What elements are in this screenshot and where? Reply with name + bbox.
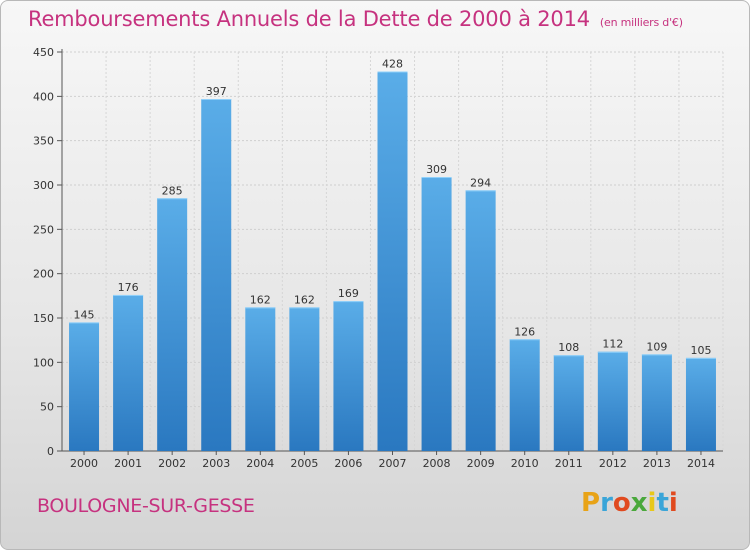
bar-2012 [597,351,628,451]
y-tick-label: 350 [33,135,54,148]
grid-lines [61,51,724,452]
value-label: 176 [118,281,139,294]
x-tick-label: 2006 [334,457,362,470]
chart-unit: (en milliers d'€) [599,16,683,29]
y-tick-label: 100 [33,356,54,369]
x-tick-label: 2010 [511,457,539,470]
value-label: 105 [690,344,711,357]
bar-2001 [113,294,144,451]
value-label: 112 [602,338,623,351]
x-tick-label: 2011 [555,457,583,470]
x-tick-label: 2004 [246,457,274,470]
logo-letter: i [647,488,657,518]
bar-2008 [421,177,452,451]
value-label: 285 [162,184,183,197]
value-label: 109 [646,340,667,353]
value-label: 162 [294,293,315,306]
x-tick-label: 2007 [379,457,407,470]
chart-title: Remboursements Annuels de la Dette de 20… [28,7,683,31]
bar-2000 [69,322,100,451]
y-tick-label: 0 [47,445,54,458]
bar-2005 [289,307,320,451]
bar-2007 [377,71,408,452]
y-tick-label: 450 [33,46,54,59]
bar-2004 [245,307,276,451]
city-name: BOULOGNE-SUR-GESSE [37,495,255,517]
value-labels: 145 176 285 397 162 162 169 428 309 294 126 108 112 1… [74,58,712,357]
x-tick-label: 2003 [202,457,230,470]
x-tick-label: 2008 [423,457,451,470]
logo-letter: P [581,488,601,518]
bar-2002 [157,198,188,451]
value-label: 162 [250,293,271,306]
x-tick-label: 2009 [467,457,495,470]
x-tick-label: 2001 [114,457,142,470]
x-tick-label: 2013 [643,457,671,470]
bar-2010 [509,339,540,451]
value-label: 169 [338,287,359,300]
value-label: 309 [426,163,447,176]
y-tick-label: 250 [33,223,54,236]
y-tick-label: 50 [40,401,54,414]
y-tick-label: 150 [33,312,54,325]
logo-letter: x [630,488,648,518]
logo-letter: o [612,488,631,518]
value-label: 397 [206,85,227,98]
x-tick-label: 2005 [290,457,318,470]
bar-2013 [641,354,672,451]
logo-letter: i [668,488,678,518]
y-tick-label: 400 [33,90,54,103]
bars [69,71,716,452]
bar-2011 [553,355,584,451]
value-label: 126 [514,325,535,338]
bar-2009 [465,190,496,451]
logo-letter: t [656,488,669,518]
value-label: 294 [470,176,491,189]
x-tick-label: 2014 [687,457,715,470]
proxiti-logo: Proxiti [581,488,678,518]
logo-letter: r [600,488,613,518]
value-label: 428 [382,58,403,71]
axes: 0 50 100 150 200 250 300 350 400 450 2000 2001 2002 2… [33,46,723,470]
y-tick-label: 200 [33,268,54,281]
y-tick-label: 300 [33,179,54,192]
x-tick-label: 2002 [158,457,186,470]
x-tick-label: 2012 [599,457,627,470]
value-label: 145 [74,308,95,321]
chart-title-text: Remboursements Annuels de la Dette de 20… [28,7,590,31]
bar-2006 [333,301,364,451]
bar-2014 [685,357,716,451]
x-tick-label: 2000 [70,457,98,470]
bar-2003 [201,98,232,451]
value-label: 108 [558,341,579,354]
